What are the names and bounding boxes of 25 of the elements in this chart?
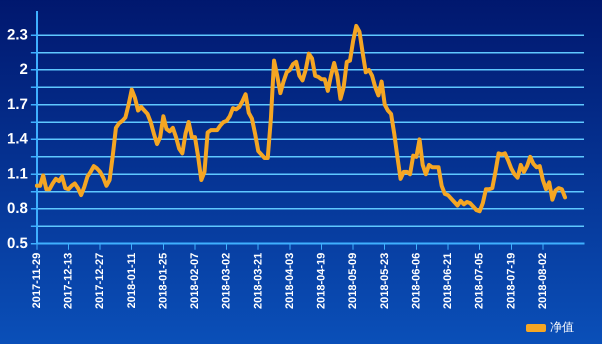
y-tick-label: 1.1 [6, 165, 28, 182]
y-tick-label: 1.4 [6, 130, 28, 148]
x-tick-label: 2018-07-05 [474, 252, 486, 310]
x-tick-label: 2018-03-02 [220, 252, 233, 310]
y-tick-label: 2 [20, 61, 28, 78]
x-tick-label: 2018-01-11 [126, 252, 138, 308]
x-tick-label: 2018-06-06 [410, 252, 422, 310]
y-tick-label: 0.8 [6, 200, 28, 218]
x-tick-label: 2018-05-09 [347, 252, 360, 310]
x-tick-label: 2017-12-13 [62, 252, 75, 310]
x-tick-label: 2018-06-21 [442, 252, 454, 310]
x-tick-label: 2018-02-07 [189, 252, 202, 310]
x-tick-label: 2018-01-25 [157, 252, 170, 310]
legend-label: 净值 [550, 320, 574, 334]
y-tick-label: 1.7 [6, 96, 28, 113]
x-tick-label: 2018-04-03 [284, 252, 296, 310]
y-tick-label: 2.3 [6, 26, 28, 44]
x-tick-label: 2017-11-29 [30, 252, 43, 308]
x-tick-label: 2018-07-19 [505, 252, 518, 310]
x-tick-label: 2018-05-23 [378, 252, 391, 310]
x-tick-label: 2018-08-02 [536, 252, 549, 310]
x-tick-label: 2018-04-19 [316, 252, 328, 310]
y-tick-label: 0.5 [6, 234, 28, 252]
x-tick-label: 2017-12-27 [94, 252, 106, 310]
x-tick-label: 2018-03-21 [252, 252, 264, 310]
